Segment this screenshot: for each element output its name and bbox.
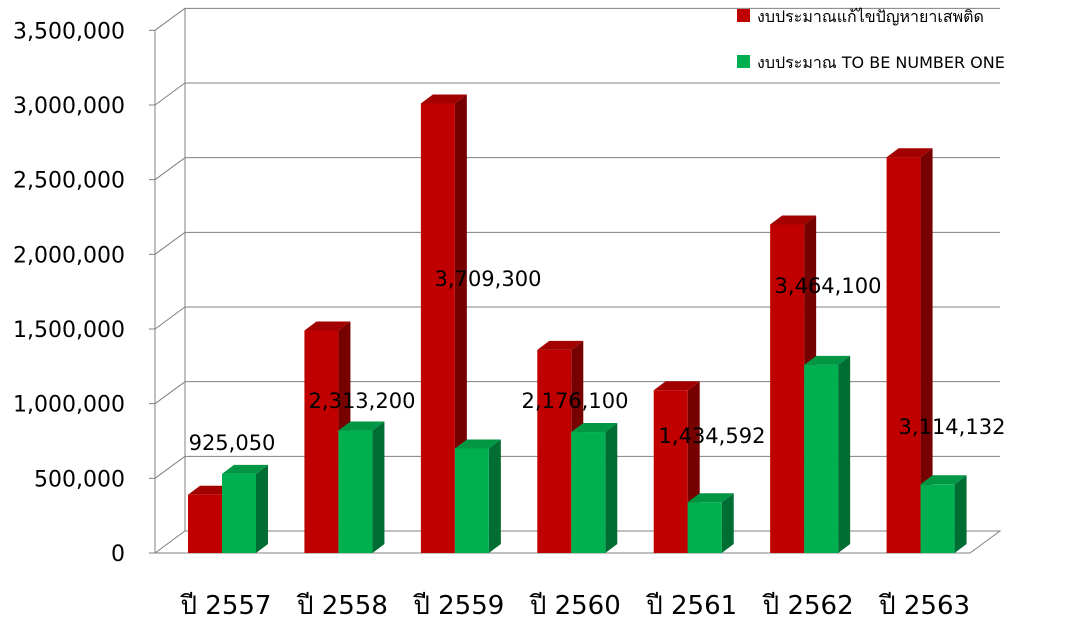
bar-top [770, 215, 817, 225]
y-tick-label: 1,500,000 [13, 318, 125, 343]
gridline-diag [154, 455, 186, 479]
y-tick-label: 1,000,000 [13, 393, 125, 418]
bar-front [222, 473, 256, 553]
legend-label: งบประมาณแก้ไขปัญหายาเสพติด [757, 7, 984, 26]
bar-green [338, 421, 385, 553]
bar-front [653, 390, 688, 553]
y-tick-label: 3,000,000 [13, 94, 125, 119]
bar-green [454, 439, 501, 553]
data-label: 2,176,100 [522, 389, 629, 413]
bar-front [338, 430, 373, 553]
bar-top [222, 464, 268, 474]
legend-swatch [737, 55, 750, 68]
bar-top [886, 148, 933, 158]
gridline-diag [154, 82, 186, 106]
bar-side [954, 475, 967, 553]
y-tick-label: 500,000 [34, 467, 125, 492]
bar-side [920, 148, 933, 553]
bar-top [571, 423, 618, 433]
y-tick-label: 2,500,000 [13, 169, 125, 194]
bar-side [256, 464, 268, 553]
bar-front [304, 330, 339, 553]
legend-label: งบประมาณ TO BE NUMBER ONE [757, 53, 1005, 72]
data-label: 3,114,132 [899, 415, 1006, 439]
bar-front [454, 448, 489, 553]
x-tick-label: ปี 2561 [645, 591, 737, 620]
bar-front [770, 224, 805, 553]
bar-front [920, 484, 955, 553]
data-label: 1,434,592 [659, 424, 766, 448]
bar-red [886, 148, 933, 553]
data-label: 2,313,200 [309, 389, 416, 413]
x-tick-label: ปี 2563 [878, 591, 970, 620]
bar-top [454, 439, 501, 449]
gridline-diag [154, 231, 186, 255]
bar-side [488, 439, 501, 553]
bar-top [338, 421, 385, 431]
x-axis-labels: ปี 2557 ปี 2558 ปี 2559 ปี 2560 ปี 2561 ปี 25… [179, 591, 970, 620]
bar-front [687, 502, 722, 553]
x-tick-label: ปี 2559 [412, 591, 504, 620]
bar-side [838, 355, 851, 553]
bar-side [454, 94, 467, 554]
x-tick-label: ปี 2557 [179, 591, 271, 620]
bar-green [687, 493, 734, 553]
bar-front [537, 349, 572, 553]
bar-front [804, 364, 839, 553]
y-tick-label: 3,500,000 [13, 19, 125, 44]
x-tick-label: ปี 2560 [529, 591, 621, 620]
data-label: 925,050 [189, 431, 276, 455]
bar-side [372, 421, 385, 553]
y-tick-label: 0 [111, 542, 125, 567]
gridline-diag [154, 306, 186, 330]
bar-side [721, 493, 734, 553]
bar-front [571, 432, 606, 553]
gridline-diag [154, 157, 186, 181]
bar-green [804, 355, 851, 553]
bar-side [605, 423, 618, 553]
bar-top [920, 475, 967, 485]
data-label: 3,464,100 [775, 274, 882, 298]
x-tick-label: ปี 2558 [296, 591, 388, 620]
legend-swatch [737, 9, 750, 22]
bar-front [420, 103, 455, 554]
bar-top [804, 355, 851, 365]
bar-top [653, 381, 700, 391]
bars [188, 94, 967, 554]
data-labels: 925,050 2,313,200 3,709,300 2,176,100 1,434,… [189, 267, 1006, 455]
bar-top [304, 321, 351, 331]
bar-green [920, 475, 967, 553]
bar-top [537, 340, 584, 350]
y-axis-ticks: 0 500,000 1,000,000 1,500,000 2,000,000 2,500… [13, 19, 125, 567]
y-tick-label: 2,000,000 [13, 243, 125, 268]
bar-front [886, 157, 921, 553]
x-tick-label: ปี 2562 [762, 591, 854, 620]
bar-top [687, 493, 734, 503]
bar-green [571, 423, 618, 553]
data-label: 3,709,300 [435, 267, 542, 291]
bar-front [188, 494, 222, 553]
bar-top [420, 94, 467, 104]
gridline-diag [154, 7, 186, 31]
bar-red [420, 94, 467, 554]
gridline-diag [154, 381, 186, 405]
bar-green [222, 464, 268, 553]
